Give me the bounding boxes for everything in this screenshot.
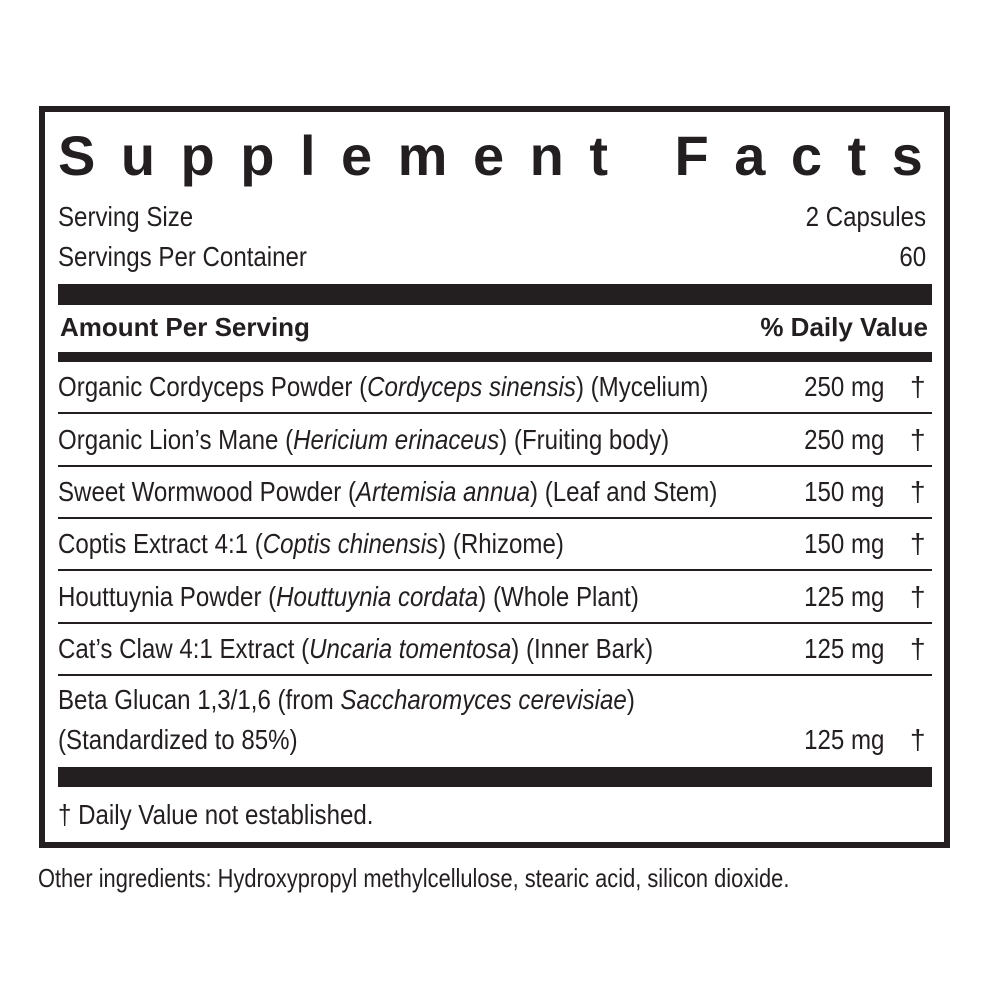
supplement-facts-panel: [39, 106, 950, 848]
row-divider: [58, 412, 932, 414]
ingredient-name: Coptis Extract 4:1 (Coptis chinensis) (R…: [58, 528, 564, 559]
thick-divider: [58, 284, 932, 305]
row-divider: [58, 569, 932, 571]
ingredient-amount: 250 mg: [803, 371, 884, 402]
amount-per-serving-header: Amount Per Serving: [60, 312, 310, 342]
ingredient-name-line2: (Standardized to 85%): [58, 724, 298, 755]
ingredient-name: Organic Cordyceps Powder (Cordyceps sine…: [58, 371, 709, 402]
serving-size-value: 2 Capsules: [805, 201, 926, 232]
footnote: † Daily Value not established.: [58, 799, 374, 830]
servings-per-container-label: Servings Per Container: [58, 241, 307, 272]
daily-value-dagger: †: [910, 371, 926, 402]
panel-title: Supplement Facts: [58, 124, 949, 187]
row-divider: [58, 517, 932, 519]
other-ingredients: Other ingredients: Hydroxypropyl methylc…: [38, 863, 790, 893]
ingredient-name: Sweet Wormwood Powder (Artemisia annua) …: [58, 476, 718, 507]
ingredient-latin-name: Coptis chinensis: [262, 528, 439, 559]
ingredient-latin-name: Saccharomyces cerevisiae: [340, 684, 627, 715]
ingredient-amount: 125 mg: [803, 633, 884, 664]
daily-value-dagger: †: [910, 476, 926, 507]
row-divider: [58, 622, 932, 624]
row-divider: [58, 465, 932, 467]
ingredient-name: Organic Lion’s Mane (Hericium erinaceus)…: [58, 424, 670, 455]
ingredient-name: Beta Glucan 1,3/1,6 (from Saccharomyces …: [58, 684, 635, 715]
ingredient-latin-name: Artemisia annua: [355, 476, 531, 507]
ingredient-latin-name: Hericium erinaceus: [293, 424, 500, 455]
ingredient-amount: 125 mg: [803, 724, 884, 755]
ingredient-name: Houttuynia Powder (Houttuynia cordata) (…: [58, 581, 639, 612]
daily-value-dagger: †: [910, 724, 926, 755]
ingredient-amount: 125 mg: [803, 581, 884, 612]
row-divider: [58, 674, 932, 676]
daily-value-dagger: †: [910, 581, 926, 612]
ingredient-latin-name: Uncaria tomentosa: [309, 633, 512, 664]
ingredient-latin-name: Cordyceps sinensis: [367, 371, 576, 402]
daily-value-dagger: †: [910, 424, 926, 455]
ingredient-amount: 150 mg: [803, 528, 884, 559]
ingredient-latin-name: Houttuynia cordata: [276, 581, 479, 612]
thick-divider-bottom: [58, 767, 932, 787]
servings-per-container-value: 60: [899, 241, 926, 272]
medium-divider: [58, 352, 932, 362]
daily-value-header: % Daily Value: [760, 312, 928, 342]
ingredient-amount: 150 mg: [803, 476, 884, 507]
ingredient-name: Cat’s Claw 4:1 Extract (Uncaria tomentos…: [58, 633, 654, 664]
daily-value-dagger: †: [910, 633, 926, 664]
serving-size-label: Serving Size: [58, 201, 194, 232]
ingredient-amount: 250 mg: [803, 424, 884, 455]
daily-value-dagger: †: [910, 528, 926, 559]
